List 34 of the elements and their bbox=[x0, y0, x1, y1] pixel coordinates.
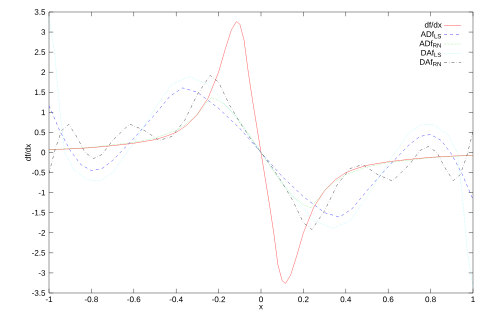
x-tick-label: 0 bbox=[259, 296, 263, 302]
legend-label: ADf$_{LS}$ bbox=[420, 31, 442, 38]
y-axis-title: df/dx bbox=[24, 144, 31, 161]
y-tick-label: 3 bbox=[41, 29, 46, 35]
y-tick-label: -1 bbox=[38, 190, 46, 196]
line-series bbox=[49, 75, 473, 230]
x-tick-label: 0.4 bbox=[340, 296, 352, 302]
x-tick-label: -0.2 bbox=[212, 296, 226, 302]
y-tick-label: -2.5 bbox=[32, 250, 46, 256]
x-tick-label: 0.2 bbox=[298, 296, 309, 302]
x-tick-label: 0.6 bbox=[382, 296, 394, 302]
y-tick-label: 1 bbox=[42, 110, 46, 116]
x-tick-label: 1 bbox=[471, 296, 475, 302]
y-tick-label: -3.5 bbox=[32, 290, 46, 296]
x-tick-label: 0.8 bbox=[425, 296, 436, 302]
x-tick-label: -1 bbox=[46, 296, 52, 302]
x-axis-title: x bbox=[259, 305, 263, 310]
y-tick-label: 3.5 bbox=[34, 9, 46, 15]
legend-label: ADf$_{RN}$ bbox=[419, 40, 441, 48]
x-tick-label: -0.6 bbox=[127, 296, 140, 302]
x-tick-label: -0.4 bbox=[170, 296, 183, 302]
x-tick-label: -0.8 bbox=[84, 296, 98, 302]
y-tick-label: 1.5 bbox=[34, 89, 46, 96]
y-tick-label: -0.5 bbox=[32, 170, 46, 176]
y-tick-label: 2 bbox=[41, 69, 46, 75]
y-tick-label: 0.5 bbox=[34, 130, 46, 136]
y-tick-label: -2 bbox=[38, 230, 46, 236]
y-tick-label: 2.5 bbox=[34, 49, 46, 55]
y-tick-label: -3 bbox=[38, 270, 46, 276]
y-tick-label: 0 bbox=[41, 150, 46, 156]
legend-label: DAf$_{LS}$ bbox=[421, 50, 442, 57]
legend-label: df/dx bbox=[424, 22, 442, 28]
y-tick-label: -1.5 bbox=[32, 210, 46, 216]
legend-label: DAf$_{RN}$ bbox=[420, 58, 441, 66]
